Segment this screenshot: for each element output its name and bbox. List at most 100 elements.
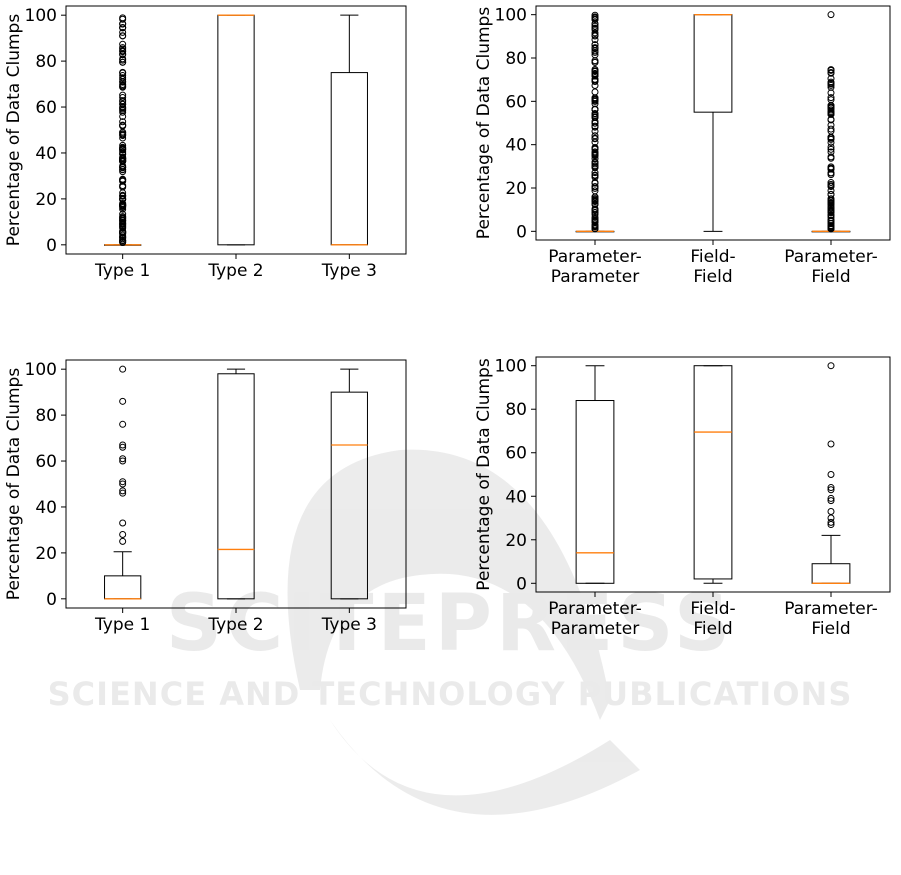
outlier-point [119, 78, 127, 86]
outlier-point [827, 164, 835, 172]
outlier-point [119, 97, 127, 105]
outlier-point [591, 178, 599, 186]
box-3 [811, 11, 851, 233]
watermark-line2: SCIENCE AND TECHNOLOGY PUBLICATIONS [48, 675, 853, 713]
outlier-point [827, 223, 835, 231]
y-axis-label: Percentage of Data Clumps [474, 7, 494, 240]
y-tick-label: 0 [516, 574, 527, 594]
outlier-point [119, 91, 127, 99]
box-1 [575, 11, 615, 233]
outlier-point [119, 489, 127, 497]
outlier-point [119, 69, 127, 77]
y-tick-label: 0 [46, 236, 57, 256]
outlier-point [827, 110, 835, 118]
outlier-point [119, 238, 127, 246]
outlier-point [119, 132, 127, 140]
y-axis-label: Percentage of Data Clumps [4, 14, 24, 247]
outlier-point [591, 150, 599, 158]
outlier-point [827, 471, 835, 478]
outlier-point [827, 94, 835, 102]
outlier-point [119, 44, 127, 52]
outlier-point [827, 169, 835, 177]
outlier-point [119, 28, 127, 36]
outlier-point [591, 96, 599, 104]
outlier-point [591, 88, 599, 96]
x-tick-label: Parameter- [784, 247, 878, 267]
outlier-point [119, 220, 127, 228]
x-tick-label: Field- [690, 247, 735, 267]
outlier-point [591, 127, 599, 135]
outlier-point [119, 48, 127, 56]
box-1 [104, 365, 142, 600]
outlier-point [119, 195, 127, 203]
box-1 [104, 14, 142, 246]
outlier-point [591, 44, 599, 52]
outlier-point [591, 199, 599, 207]
x-tick-label: Field [811, 619, 850, 639]
outlier-point [827, 440, 835, 448]
y-tick-label: 20 [35, 190, 57, 210]
outlier-point [591, 15, 599, 23]
plot-frame [535, 356, 891, 593]
outlier-point [827, 66, 835, 74]
outlier-point [827, 486, 835, 494]
outlier-point [119, 165, 127, 173]
x-tick-label: Type 3 [321, 261, 377, 281]
outlier-point [827, 497, 835, 505]
x-tick-label: Type 2 [207, 615, 263, 635]
outlier-point [591, 75, 599, 83]
outlier-point [119, 130, 127, 138]
outlier-point [827, 484, 835, 492]
box-2 [693, 14, 733, 232]
y-tick-label: 20 [505, 531, 527, 551]
outlier-point [591, 134, 599, 142]
y-tick-label: 60 [505, 92, 527, 112]
outlier-point [119, 420, 127, 428]
outlier-point [827, 196, 835, 204]
outlier-point [591, 105, 599, 113]
outlier-point [119, 112, 127, 120]
x-tick-label: Type 1 [94, 615, 150, 635]
outlier-point [591, 119, 599, 127]
y-tick-label: 100 [495, 6, 527, 26]
outlier-point [119, 457, 127, 465]
outlier-point [591, 148, 599, 156]
x-tick-label: Parameter- [548, 247, 642, 267]
outlier-point [827, 143, 835, 151]
outlier-point [591, 22, 599, 30]
watermark-swoosh-shape [287, 449, 610, 720]
box-3 [330, 14, 368, 246]
outlier-point [119, 397, 127, 405]
outlier-point [827, 75, 835, 83]
outlier-point [119, 192, 127, 200]
outlier-point [827, 216, 835, 224]
outlier-point [119, 441, 127, 449]
outlier-point [119, 202, 127, 210]
outlier-point [591, 36, 599, 44]
outlier-point [119, 228, 127, 236]
outlier-point [591, 160, 599, 168]
outlier-point [827, 212, 835, 220]
outlier-point [827, 69, 835, 77]
x-tick-label: Parameter [551, 619, 639, 639]
y-tick-label: 80 [35, 52, 57, 72]
y-tick-label: 80 [505, 400, 527, 420]
x-tick-label: Parameter- [784, 599, 878, 619]
outlier-point [827, 134, 835, 142]
outlier-point [591, 205, 599, 213]
outlier-point [827, 521, 835, 529]
outlier-point [119, 14, 127, 22]
outlier-point [591, 100, 599, 108]
outlier-point [827, 190, 835, 198]
box-2 [217, 368, 255, 600]
outlier-point [827, 121, 835, 129]
outlier-point [119, 81, 127, 89]
y-tick-label: 0 [516, 222, 527, 242]
y-axis-label: Percentage of Data Clumps [474, 358, 494, 591]
outlier-point [827, 362, 835, 370]
y-tick-label: 40 [505, 487, 527, 507]
box-rect [217, 14, 255, 246]
box-rect [811, 563, 851, 584]
y-tick-label: 80 [505, 49, 527, 69]
